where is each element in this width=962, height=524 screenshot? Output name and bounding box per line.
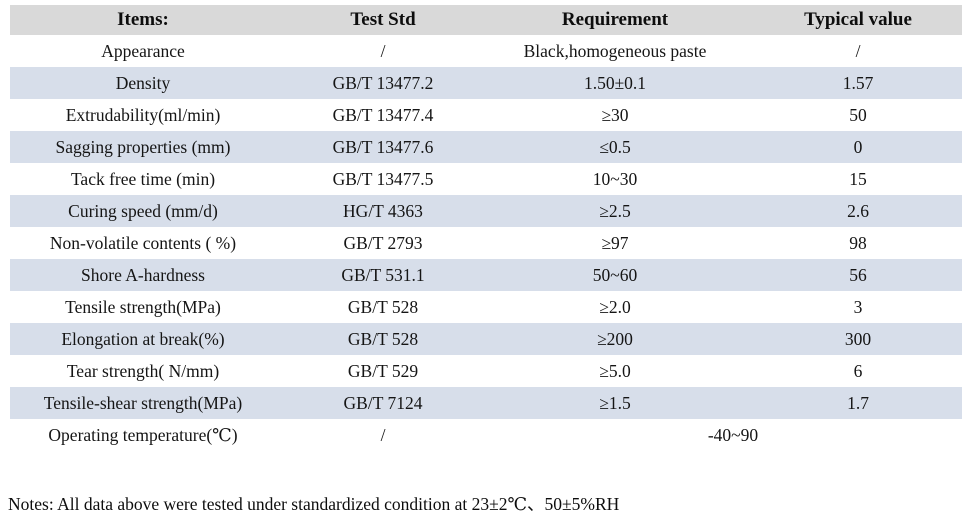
- table-row: Tensile strength(MPa) GB/T 528 ≥2.0 3: [10, 291, 962, 323]
- test-std-cell: GB/T 13477.5: [332, 168, 434, 189]
- requirement-cell: ≥2.5: [490, 195, 740, 227]
- table-row: Extrudability(ml/min) GB/T 13477.4 ≥30 50: [10, 99, 962, 131]
- item-cell: Elongation at break(%): [10, 323, 276, 355]
- table-row: Curing speed (mm/d) HG/T 4363 ≥2.5 2.6: [10, 195, 962, 227]
- column-header-items: Items:: [10, 5, 276, 35]
- spec-table-body: Appearance / Black,homogeneous paste / Densi…: [10, 35, 962, 451]
- item-cell: Tear strength( N/mm): [66, 360, 220, 381]
- column-header-typical-value: Typical value: [740, 5, 962, 35]
- table-row: Tensile-shear strength(MPa) GB/T 7124 ≥1.5…: [10, 387, 962, 419]
- table-row: Sagging properties (mm) GB/T 13477.6 ≤0.5 0: [10, 131, 962, 163]
- requirement-cell: -40~90: [707, 424, 759, 445]
- item-cell: Tensile-shear strength(MPa): [10, 387, 276, 419]
- typical-value-cell: 15: [849, 168, 867, 189]
- test-std-cell: GB/T 13477.4: [332, 104, 434, 125]
- test-std-cell: GB/T 528: [347, 296, 419, 317]
- typical-value-cell: 0: [740, 131, 962, 163]
- test-std-cell: GB/T 7124: [276, 387, 490, 419]
- test-std-cell: GB/T 13477.6: [276, 131, 490, 163]
- requirement-cell: ≥5.0: [599, 360, 631, 381]
- test-std-cell: GB/T 2793: [343, 232, 423, 253]
- test-std-cell: /: [380, 424, 386, 445]
- table-row: Shore A-hardness GB/T 531.1 50~60 56: [10, 259, 962, 291]
- typical-value-cell: 56: [740, 259, 962, 291]
- item-cell: Density: [10, 67, 276, 99]
- item-cell: Tensile strength(MPa): [65, 296, 221, 317]
- typical-value-cell: 1.7: [740, 387, 962, 419]
- table-row: Elongation at break(%) GB/T 528 ≥200 300: [10, 323, 962, 355]
- requirement-cell: 1.50±0.1: [490, 67, 740, 99]
- test-std-cell: GB/T 528: [276, 323, 490, 355]
- requirement-cell: 10~30: [592, 168, 638, 189]
- typical-value-cell: 2.6: [740, 195, 962, 227]
- item-cell: Operating temperature(℃): [48, 424, 238, 445]
- test-std-cell: GB/T 531.1: [276, 259, 490, 291]
- table-row: Tear strength( N/mm) GB/T 529 ≥5.0 6: [10, 355, 962, 387]
- typical-value-cell: 1.57: [740, 67, 962, 99]
- test-std-cell: GB/T 13477.2: [276, 67, 490, 99]
- table-row: Non-volatile contents ( %) GB/T 2793 ≥97 98: [10, 227, 962, 259]
- typical-value-cell: 300: [740, 323, 962, 355]
- item-cell: Shore A-hardness: [10, 259, 276, 291]
- requirement-cell: ≥1.5: [490, 387, 740, 419]
- item-cell: Sagging properties (mm): [10, 131, 276, 163]
- item-cell: Curing speed (mm/d): [10, 195, 276, 227]
- requirement-cell: ≤0.5: [490, 131, 740, 163]
- test-std-cell: GB/T 529: [347, 360, 419, 381]
- test-std-cell: HG/T 4363: [276, 195, 490, 227]
- notes-text: Notes: All data above were tested under …: [8, 494, 620, 514]
- typical-value-cell: 98: [849, 232, 867, 253]
- requirement-cell: 50~60: [490, 259, 740, 291]
- typical-value-cell: /: [855, 40, 861, 61]
- table-row: Density GB/T 13477.2 1.50±0.1 1.57: [10, 67, 962, 99]
- requirement-cell: ≥30: [601, 104, 629, 125]
- table-row: Appearance / Black,homogeneous paste /: [10, 35, 962, 67]
- table-row: Tack free time (min) GB/T 13477.5 10~30 15: [10, 163, 962, 195]
- typical-value-cell: 50: [849, 104, 867, 125]
- table-header-row: Items: Test Std Requirement Typical valu…: [10, 5, 962, 35]
- column-header-requirement: Requirement: [490, 5, 740, 35]
- item-cell: Appearance: [101, 40, 185, 61]
- typical-value-cell: 3: [853, 296, 863, 317]
- table-row: Operating temperature(℃) / -40~90: [10, 419, 962, 451]
- item-cell: Non-volatile contents ( %): [49, 232, 237, 253]
- requirement-cell: Black,homogeneous paste: [523, 40, 707, 61]
- test-std-cell: /: [380, 40, 386, 61]
- requirement-cell: ≥97: [601, 232, 629, 253]
- typical-value-cell: 6: [853, 360, 863, 381]
- requirement-cell: ≥2.0: [599, 296, 631, 317]
- spec-table: Items: Test Std Requirement Typical valu…: [10, 5, 962, 451]
- item-cell: Extrudability(ml/min): [65, 104, 221, 125]
- column-header-test-std: Test Std: [276, 5, 490, 35]
- item-cell: Tack free time (min): [70, 168, 216, 189]
- requirement-cell: ≥200: [490, 323, 740, 355]
